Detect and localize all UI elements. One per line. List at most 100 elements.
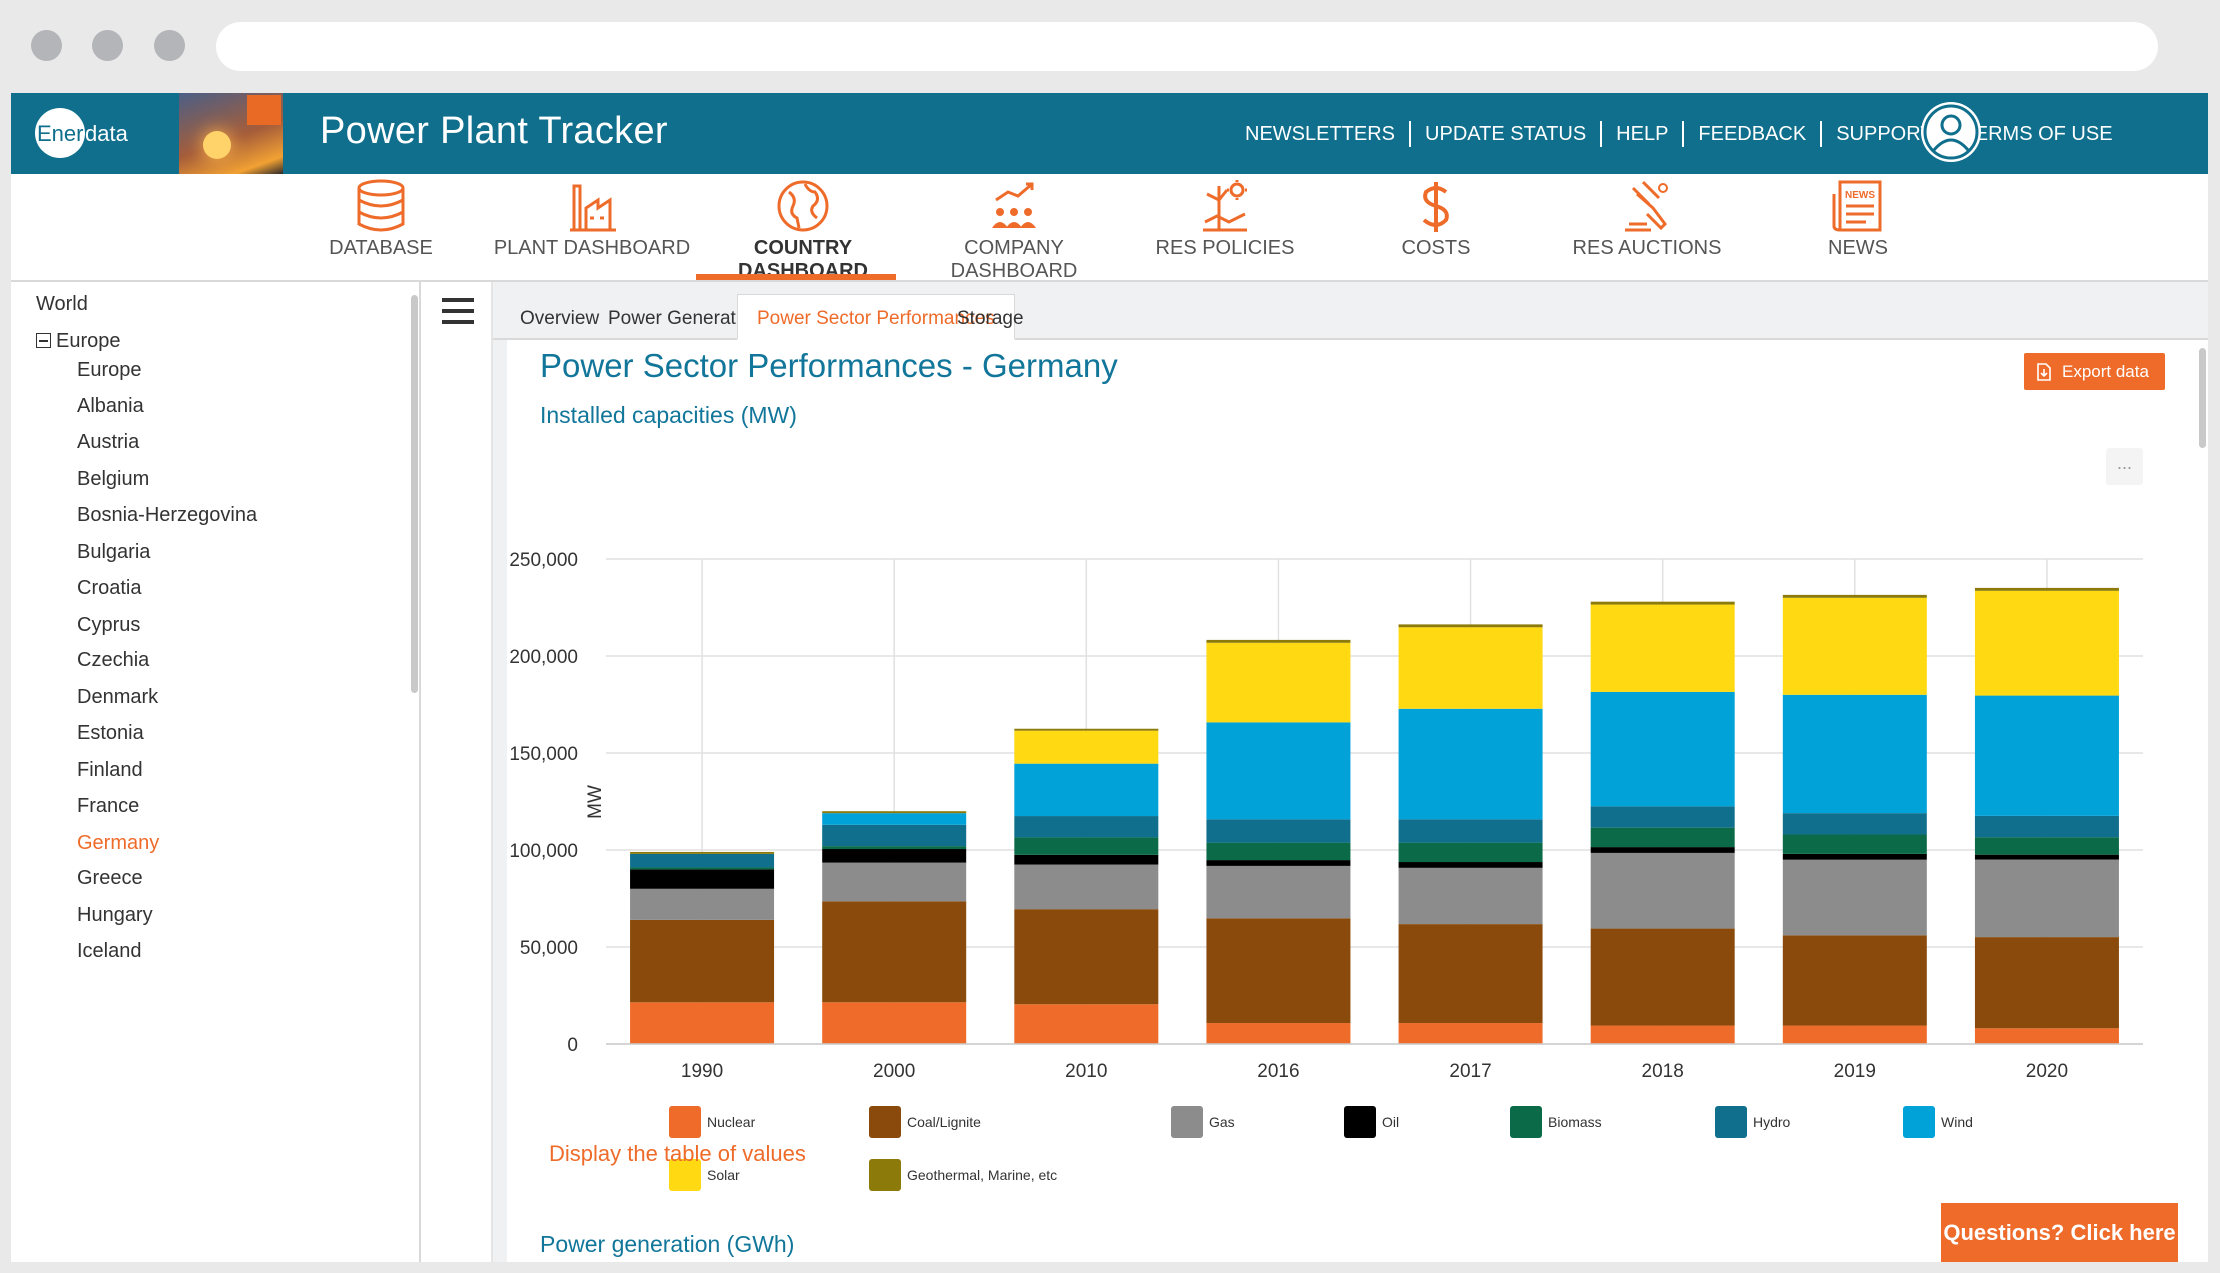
link-terms-of-use[interactable]: TERMS OF USE xyxy=(1962,122,2113,145)
sidebar-scrollbar[interactable] xyxy=(411,295,418,693)
content-scrollbar[interactable] xyxy=(2199,348,2206,448)
link-support[interactable]: SUPPORT xyxy=(1836,122,1933,145)
sidebar-group-europe[interactable]: Europe xyxy=(36,330,121,353)
bar-segment[interactable] xyxy=(1782,694,1927,814)
nav-news[interactable]: NEWS NEWS xyxy=(1748,178,1968,260)
bar-segment[interactable] xyxy=(822,901,967,1003)
bar-segment[interactable] xyxy=(1974,1028,2119,1044)
bar-segment[interactable] xyxy=(1782,813,1927,835)
nav-costs[interactable]: COSTS xyxy=(1326,178,1546,260)
bar-segment[interactable] xyxy=(1014,763,1159,817)
window-close-dot[interactable] xyxy=(31,30,62,61)
tab-power-generation[interactable]: Power Generation xyxy=(608,308,762,329)
bar-segment[interactable] xyxy=(822,1002,967,1044)
sidebar-item-country[interactable]: Finland xyxy=(77,759,143,781)
nav-database[interactable]: DATABASE xyxy=(271,178,491,260)
bar-segment[interactable] xyxy=(1014,816,1159,838)
bar-segment[interactable] xyxy=(1206,722,1351,820)
bar-segment[interactable] xyxy=(1206,918,1351,1024)
bar-segment[interactable] xyxy=(1206,842,1351,861)
bar-segment[interactable] xyxy=(1206,1023,1351,1044)
sidebar-item-country[interactable]: France xyxy=(77,795,140,817)
sidebar-item-country[interactable]: Austria xyxy=(77,431,140,453)
bar-segment[interactable] xyxy=(1206,860,1351,866)
nav-country-dashboard[interactable]: COUNTRY DASHBOARD xyxy=(693,178,913,283)
bar-segment[interactable] xyxy=(1590,827,1735,848)
bar-segment[interactable] xyxy=(1014,854,1159,865)
user-avatar-button[interactable] xyxy=(1921,102,1981,162)
bar-segment[interactable] xyxy=(1782,859,1927,936)
sidebar-item-country[interactable]: Cyprus xyxy=(77,614,141,636)
bar-segment[interactable] xyxy=(630,867,775,870)
bar-segment[interactable] xyxy=(1974,837,2119,855)
address-bar[interactable] xyxy=(216,22,2158,71)
sidebar-item-world[interactable]: World xyxy=(36,293,88,315)
bar-segment[interactable] xyxy=(1590,1025,1735,1044)
bar-segment[interactable] xyxy=(1398,627,1543,709)
sidebar-item-country[interactable]: Germany xyxy=(77,832,160,854)
bar-segment[interactable] xyxy=(1974,937,2119,1029)
bar-segment[interactable] xyxy=(1398,924,1543,1024)
bar-segment[interactable] xyxy=(1206,865,1351,919)
bar-segment[interactable] xyxy=(1974,587,2119,591)
chart-menu-button[interactable]: ... xyxy=(2106,448,2143,485)
sidebar-item-country[interactable]: Bulgaria xyxy=(77,541,151,563)
sidebar-item-country[interactable]: Albania xyxy=(77,395,144,417)
sidebar-item-country[interactable]: Belgium xyxy=(77,468,150,490)
display-table-link[interactable]: Display the table of values xyxy=(549,1141,806,1166)
bar-segment[interactable] xyxy=(1206,639,1351,643)
bar-segment[interactable] xyxy=(1590,847,1735,853)
bar-segment[interactable] xyxy=(630,888,775,920)
bar-segment[interactable] xyxy=(1398,819,1543,843)
tab-storage[interactable]: Storage xyxy=(957,308,1024,329)
link-update-status[interactable]: UPDATE STATUS xyxy=(1425,122,1587,145)
tab-power-sector-performances[interactable]: Power Sector Performances xyxy=(737,294,1015,340)
bar-segment[interactable] xyxy=(1398,867,1543,925)
sidebar-item-country[interactable]: Estonia xyxy=(77,722,144,744)
bar-segment[interactable] xyxy=(1398,624,1543,628)
sidebar-item-country[interactable]: Bosnia-Herzegovina xyxy=(77,504,258,526)
link-help[interactable]: HELP xyxy=(1616,122,1669,145)
bar-segment[interactable] xyxy=(822,862,967,902)
enerdata-logo[interactable]: Ener data xyxy=(35,108,135,158)
bar-segment[interactable] xyxy=(1782,935,1927,1026)
bar-segment[interactable] xyxy=(1014,728,1159,731)
nav-res-policies[interactable]: RES POLICIES xyxy=(1115,178,1335,260)
tab-overview[interactable]: Overview xyxy=(520,308,600,329)
bar-segment[interactable] xyxy=(1398,708,1543,820)
bar-segment[interactable] xyxy=(630,919,775,1003)
bar-segment[interactable] xyxy=(1590,691,1735,807)
bar-segment[interactable] xyxy=(1398,1023,1543,1044)
bar-segment[interactable] xyxy=(1782,594,1927,598)
export-data-button[interactable]: Export data xyxy=(2024,353,2165,390)
bar-segment[interactable] xyxy=(1974,859,2119,938)
bar-segment[interactable] xyxy=(822,811,967,814)
window-maximize-dot[interactable] xyxy=(154,30,185,61)
bar-segment[interactable] xyxy=(1974,590,2119,696)
sidebar-item-country[interactable]: Europe xyxy=(77,359,142,381)
bar-segment[interactable] xyxy=(1398,842,1543,863)
questions-button[interactable]: Questions? Click here xyxy=(1941,1203,2178,1262)
bar-segment[interactable] xyxy=(1782,853,1927,860)
link-feedback[interactable]: FEEDBACK xyxy=(1698,122,1807,145)
bar-segment[interactable] xyxy=(1590,604,1735,692)
nav-company-dashboard[interactable]: COMPANY DASHBOARD xyxy=(904,178,1124,283)
bar-segment[interactable] xyxy=(1782,597,1927,695)
bar-segment[interactable] xyxy=(1974,695,2119,816)
sidebar-item-country[interactable]: Denmark xyxy=(77,686,159,708)
window-minimize-dot[interactable] xyxy=(92,30,123,61)
bar-segment[interactable] xyxy=(1590,806,1735,828)
bar-segment[interactable] xyxy=(822,824,967,847)
bar-segment[interactable] xyxy=(1590,852,1735,929)
bar-segment[interactable] xyxy=(1590,928,1735,1026)
bar-segment[interactable] xyxy=(630,853,775,868)
sidebar-item-country[interactable]: Czechia xyxy=(77,649,150,671)
sidebar-item-country[interactable]: Hungary xyxy=(77,904,153,926)
bar-segment[interactable] xyxy=(1014,837,1159,855)
bar-segment[interactable] xyxy=(1014,909,1159,1005)
bar-segment[interactable] xyxy=(630,1002,775,1044)
bar-segment[interactable] xyxy=(822,846,967,850)
bar-segment[interactable] xyxy=(822,813,967,825)
bar-segment[interactable] xyxy=(822,849,967,863)
sidebar-item-country[interactable]: Croatia xyxy=(77,577,142,599)
